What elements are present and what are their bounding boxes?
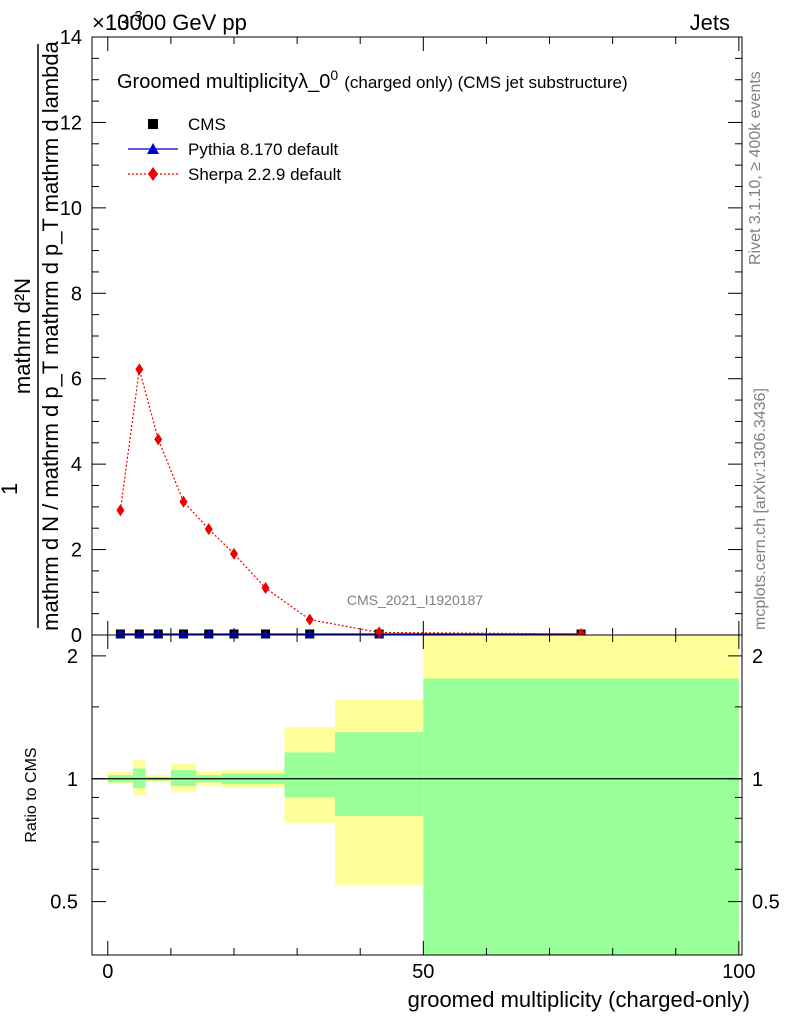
legend-entry-label: CMS <box>188 115 226 134</box>
sherpa-data-point <box>135 363 144 376</box>
sherpa-data-point <box>229 547 238 560</box>
ratio-panel: 0.5 0.5 1 1 2 2 0 50 100 Ratio to CMS <box>23 634 780 983</box>
pythia-data-point <box>115 629 126 638</box>
legend: CMS Pythia 8.170 default Sherpa 2.2.9 defa… <box>128 115 341 184</box>
pythia-data-point <box>228 629 239 638</box>
main-y-tick-label: 6 <box>71 369 82 391</box>
main-axis-ticks: 0 2 4 6 8 10 12 14 <box>60 27 742 647</box>
y-label-prefix: 1 <box>0 483 22 495</box>
sherpa-data-point <box>116 504 125 517</box>
sherpa-data-point <box>154 433 163 446</box>
legend-cms-marker <box>148 119 158 129</box>
main-y-tick-label: 12 <box>60 112 82 134</box>
ratio-band-green <box>170 770 197 786</box>
ratio-y-tick-label-right: 1 <box>752 769 763 791</box>
y-label-numerator: mathrm d²N <box>10 278 35 394</box>
legend-sherpa-marker <box>148 167 158 181</box>
legend-entry-label: Sherpa 2.2.9 default <box>188 165 341 184</box>
mcplots-label: mcplots.cern.ch [arXiv:1306.3436] <box>752 388 769 630</box>
main-y-tick-label: 2 <box>71 540 82 562</box>
pythia-data-point <box>178 629 189 638</box>
ratio-band-green <box>334 732 424 817</box>
plot-title: Groomed multiplicityλ_00 (charged only) (… <box>117 67 628 93</box>
main-y-tick-label: 14 <box>60 27 82 49</box>
category-label: Jets <box>690 10 730 35</box>
x-axis-label: groomed multiplicity (charged-only) <box>408 987 750 1012</box>
legend-entry-label: Pythia 8.170 default <box>188 140 339 159</box>
main-panel: 0 2 4 6 8 10 12 14 Groomed multiplicityλ_00 (cha… <box>60 27 743 647</box>
ratio-y-tick-label-right: 2 <box>752 646 763 668</box>
sherpa-data-point <box>305 613 314 626</box>
sherpa-data-point <box>261 582 270 595</box>
x-tick-label: 50 <box>412 961 434 983</box>
x-tick-label: 100 <box>722 961 755 983</box>
ratio-y-label: Ratio to CMS <box>23 747 40 842</box>
ratio-band-green <box>284 752 335 798</box>
main-y-tick-label: 8 <box>71 283 82 305</box>
rivet-label: Rivet 3.1.10, ≥ 400k events <box>747 71 764 265</box>
ratio-bands-layer <box>92 635 742 955</box>
sherpa-data-point <box>179 495 188 508</box>
ratio-band-green <box>423 678 739 955</box>
ratio-band-green <box>133 768 146 788</box>
ratio-y-tick-label-right: 0.5 <box>752 892 780 914</box>
main-y-axis-label: mathrm d²N mathrm d N / mathrm d p_T mat… <box>10 40 63 630</box>
pythia-data-point <box>134 629 145 638</box>
pythia-data-point <box>203 629 214 638</box>
ratio-y-tick-label: 2 <box>67 646 78 668</box>
sherpa-line <box>119 369 582 635</box>
exponent-label: ×10-3 <box>92 8 143 35</box>
sherpa-data-point <box>204 523 213 536</box>
ratio-axis-ticks: 0.5 0.5 1 1 2 2 0 50 100 <box>50 635 780 983</box>
main-y-tick-label: 0 <box>71 625 82 647</box>
energy-label: 13000 GeV pp <box>105 10 247 35</box>
pythia-data-point <box>304 629 315 638</box>
ratio-y-tick-label: 0.5 <box>50 892 78 914</box>
ratio-frame <box>91 634 743 956</box>
pythia-data-point <box>153 629 164 638</box>
pythia-data-point <box>260 629 271 638</box>
analysis-watermark: CMS_2021_I1920187 <box>347 592 483 608</box>
legend-pythia-marker <box>147 143 159 154</box>
main-y-tick-label: 4 <box>71 454 82 476</box>
y-label-denominator: mathrm d N / mathrm d p_T mathrm d p_T m… <box>38 40 63 630</box>
x-tick-label: 0 <box>102 961 113 983</box>
ratio-y-tick-label: 1 <box>67 769 78 791</box>
main-y-tick-label: 10 <box>60 198 82 220</box>
